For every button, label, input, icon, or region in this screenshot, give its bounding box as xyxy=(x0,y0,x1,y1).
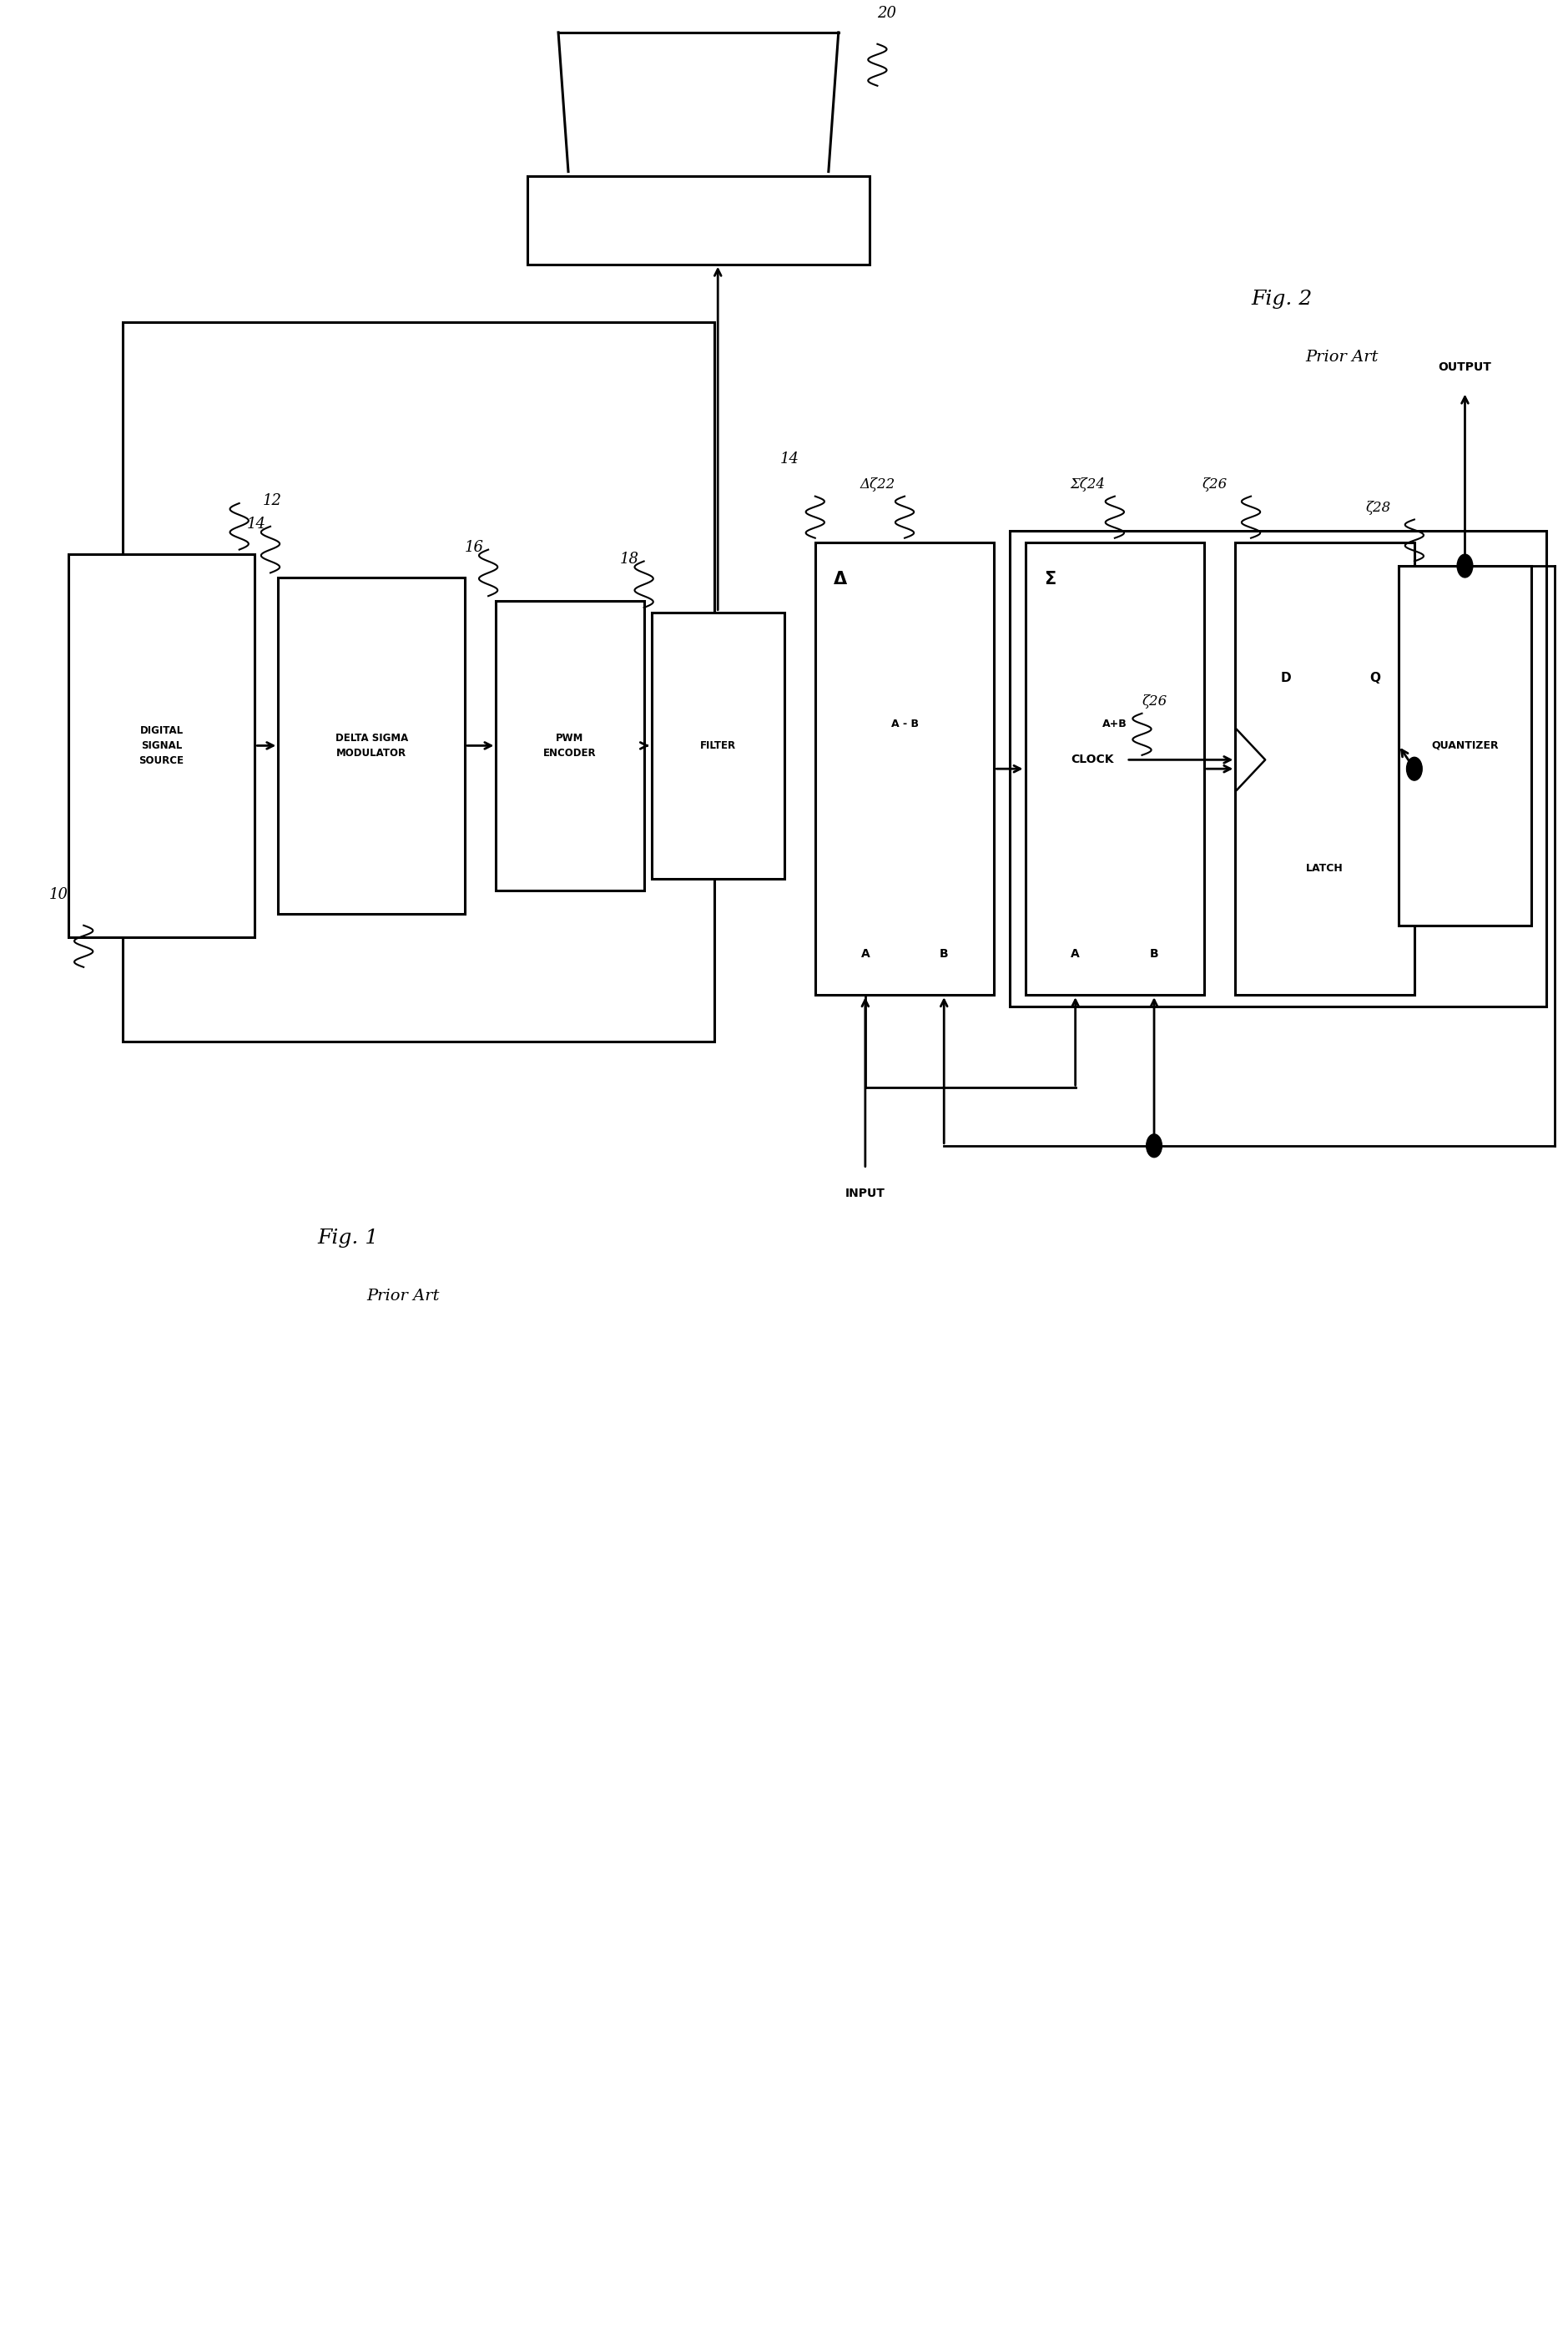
Bar xyxy=(1010,530,1546,1006)
Bar xyxy=(1399,565,1530,924)
Bar xyxy=(278,577,466,915)
Bar xyxy=(1236,542,1414,995)
Text: Prior Art: Prior Art xyxy=(367,1288,439,1304)
Bar xyxy=(67,554,256,936)
Text: D: D xyxy=(1279,671,1290,685)
Text: 16: 16 xyxy=(464,540,483,556)
Text: Σ: Σ xyxy=(1044,570,1055,586)
Text: ζ26: ζ26 xyxy=(1203,479,1228,493)
Text: 14: 14 xyxy=(781,450,800,467)
Bar xyxy=(495,601,644,891)
Text: Δζ22: Δζ22 xyxy=(861,479,895,493)
Text: Δ: Δ xyxy=(834,570,847,586)
Text: 12: 12 xyxy=(262,493,282,509)
Text: FILTER: FILTER xyxy=(699,741,735,751)
Text: Fig. 2: Fig. 2 xyxy=(1251,289,1312,310)
Text: PWM
ENCODER: PWM ENCODER xyxy=(544,732,596,758)
Bar xyxy=(122,321,713,1042)
Text: LATCH: LATCH xyxy=(1306,863,1344,873)
Text: CLOCK: CLOCK xyxy=(1071,753,1113,765)
Text: B: B xyxy=(1149,948,1159,960)
Text: 10: 10 xyxy=(49,887,67,903)
Text: DELTA SIGMA
MODULATOR: DELTA SIGMA MODULATOR xyxy=(336,732,408,758)
Text: 18: 18 xyxy=(619,551,640,565)
Text: A: A xyxy=(861,948,870,960)
Circle shape xyxy=(1146,1133,1162,1157)
Text: DIGITAL
SIGNAL
SOURCE: DIGITAL SIGNAL SOURCE xyxy=(140,725,183,767)
Bar xyxy=(527,176,870,265)
Text: Fig. 1: Fig. 1 xyxy=(318,1229,379,1248)
Text: QUANTIZER: QUANTIZER xyxy=(1432,741,1499,751)
Text: A+B: A+B xyxy=(1102,718,1127,730)
Text: Q: Q xyxy=(1369,671,1380,685)
Text: 20: 20 xyxy=(878,5,897,21)
Text: A: A xyxy=(1071,948,1080,960)
Circle shape xyxy=(1457,554,1472,577)
Text: OUTPUT: OUTPUT xyxy=(1438,361,1491,373)
Text: ζ26: ζ26 xyxy=(1142,694,1167,708)
Text: A - B: A - B xyxy=(891,718,919,730)
Bar xyxy=(1025,542,1204,995)
Bar xyxy=(815,542,994,995)
Text: Σζ24: Σζ24 xyxy=(1071,479,1105,493)
Bar xyxy=(652,612,784,880)
Text: Prior Art: Prior Art xyxy=(1306,350,1378,364)
Text: ζ28: ζ28 xyxy=(1366,500,1391,514)
Circle shape xyxy=(1406,758,1422,781)
Text: INPUT: INPUT xyxy=(845,1187,886,1199)
Text: B: B xyxy=(939,948,949,960)
Text: 14: 14 xyxy=(246,516,265,533)
